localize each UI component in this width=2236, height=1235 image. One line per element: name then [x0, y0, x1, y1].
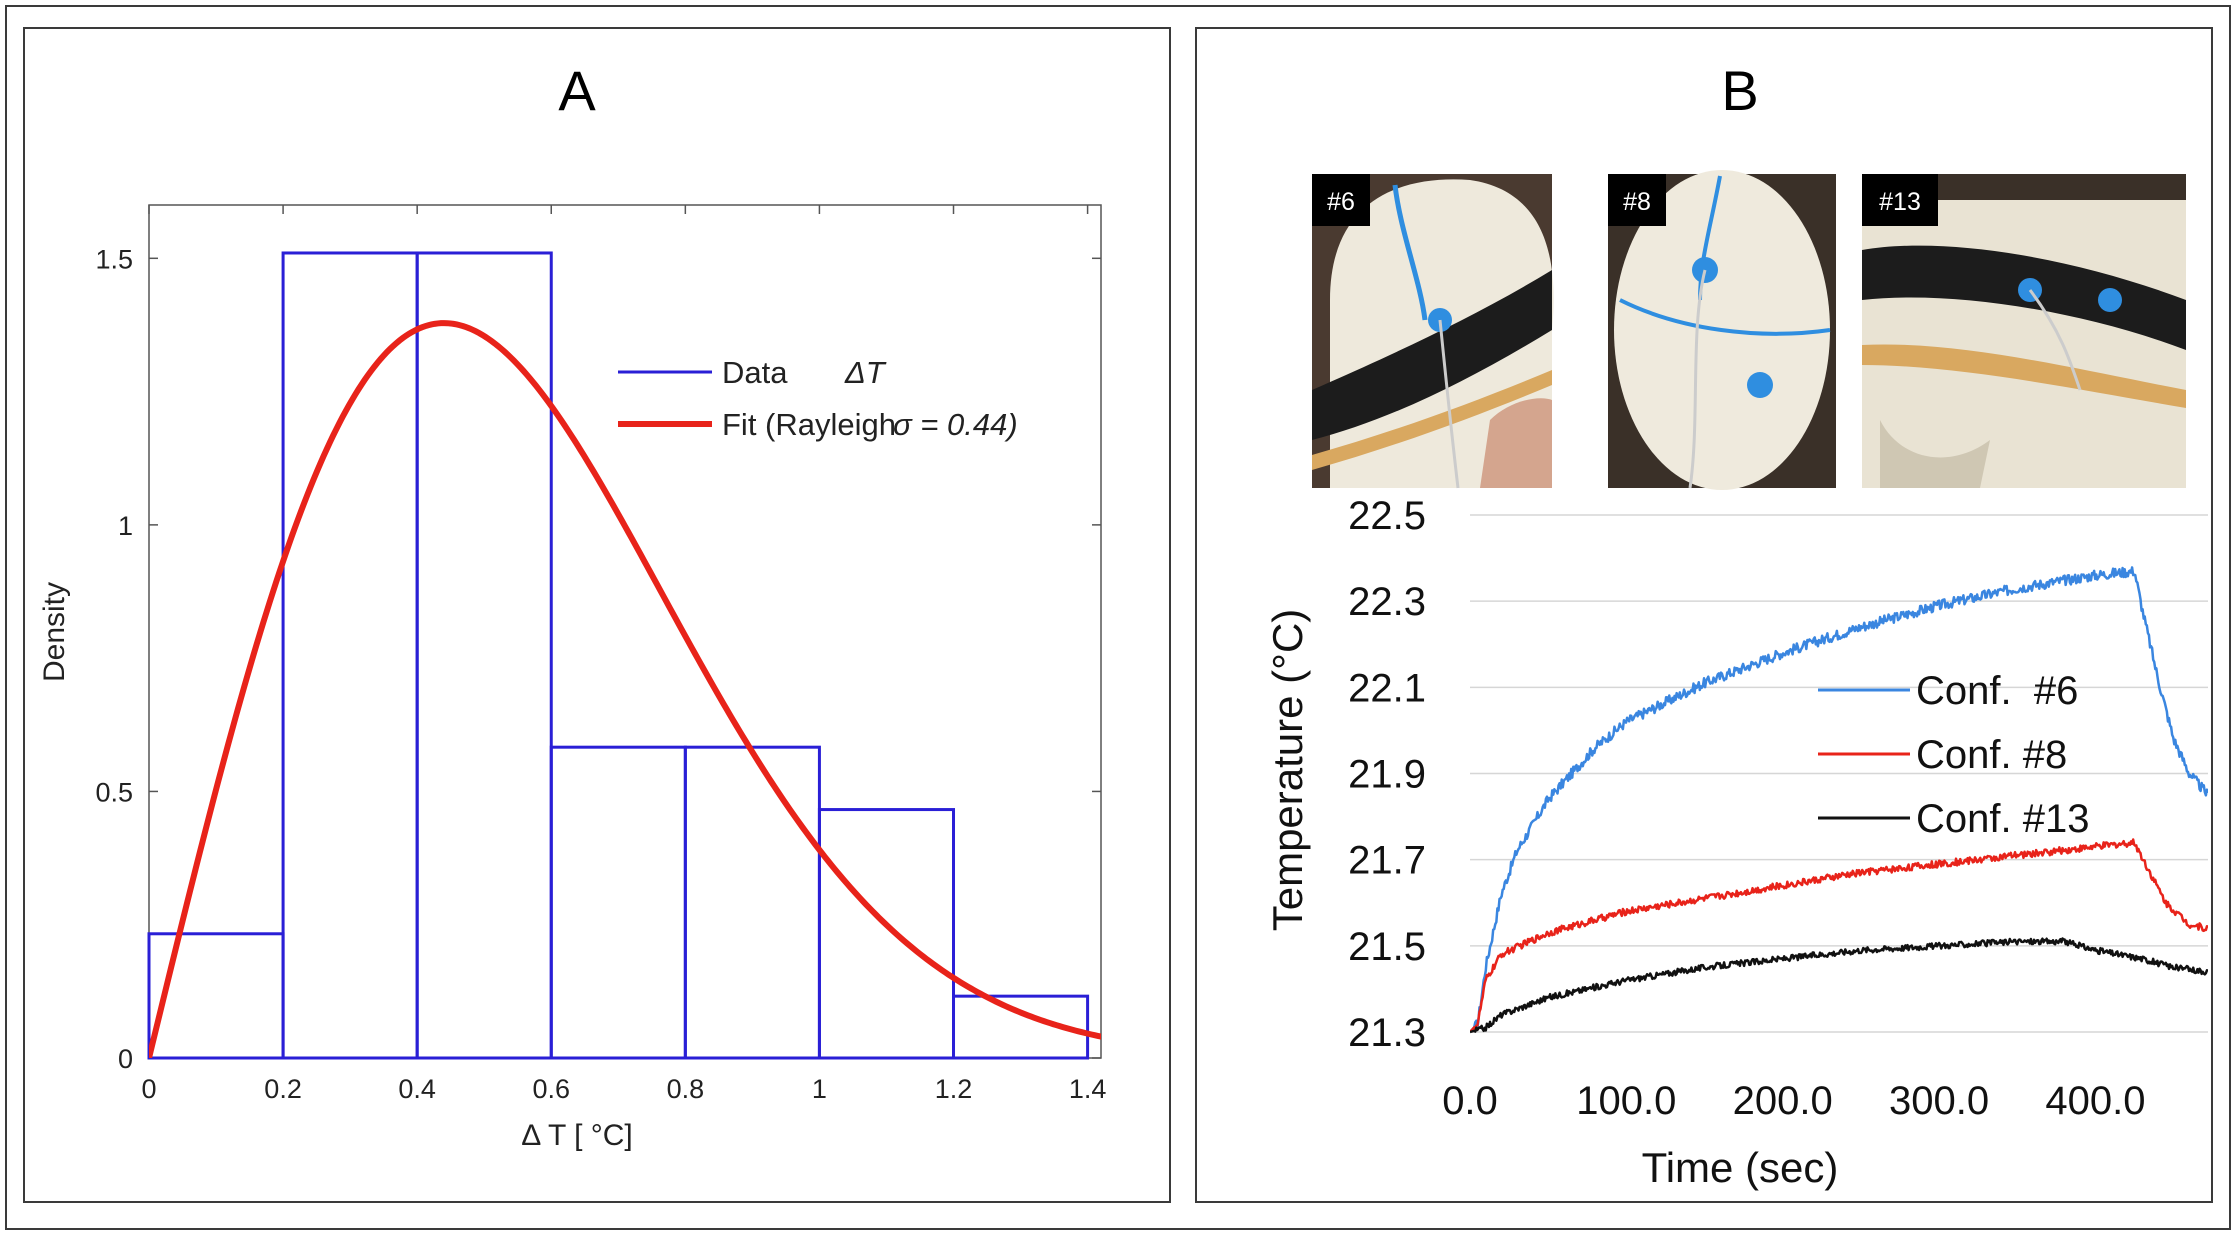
x-tick-label: 0.0: [1442, 1079, 1498, 1123]
photo-label-13: #13: [1879, 188, 1921, 216]
x-tick-label: 100.0: [1576, 1079, 1676, 1123]
panel-b: B #6 #8: [1195, 27, 2213, 1203]
panel-b-y-tick-labels: 21.3 21.5 21.7 21.9 22.1 22.3 22.5: [1348, 494, 1426, 1055]
x-tick-label: 0.6: [532, 1074, 570, 1104]
y-tick-label: 0: [118, 1044, 133, 1074]
x-tick-label: 400.0: [2045, 1079, 2145, 1123]
x-tick-label: 0.8: [667, 1074, 705, 1104]
series-line-conf-6: [1470, 566, 2208, 1033]
panel-a-y-tick-labels: 0 0.5 1 1.5: [95, 244, 133, 1074]
series-line-conf-8: [1470, 838, 2208, 1033]
legend-conf-13-label: Conf. #13: [1916, 797, 2089, 841]
x-tick-label: 200.0: [1733, 1079, 1833, 1123]
legend-data-symbol: ΔT: [844, 355, 887, 390]
panel-b-gridlines: [1470, 514, 2208, 1033]
panel-a-frame: [23, 27, 1171, 1203]
x-tick-label: 1: [812, 1074, 827, 1104]
panel-b-title: B: [1721, 59, 1758, 122]
y-tick-label: 22.3: [1348, 580, 1426, 624]
y-tick-label: 22.5: [1348, 494, 1426, 538]
panel-a-bars: [147, 251, 1090, 1060]
y-tick-label: 21.5: [1348, 925, 1426, 969]
x-tick-label: 0.2: [264, 1074, 302, 1104]
x-tick-label: 1.4: [1069, 1074, 1107, 1104]
panel-a-title: A: [558, 59, 596, 122]
series-line-conf-13: [1470, 937, 2208, 1034]
histogram-bar: [415, 251, 553, 1060]
legend-conf-6-label: Conf. #6: [1916, 669, 2078, 713]
x-tick-label: 0.4: [398, 1074, 436, 1104]
panel-b-x-tick-labels: 0.0 100.0 200.0 300.0 400.0: [1442, 1079, 2145, 1123]
photo-label-8: #8: [1623, 188, 1651, 216]
y-tick-label: 21.3: [1348, 1011, 1426, 1055]
x-tick-label: 1.2: [935, 1074, 973, 1104]
y-tick-label: 0.5: [95, 777, 133, 807]
hand-shape: [1480, 398, 1552, 488]
headband-strap: [1312, 270, 1552, 440]
x-tick-label: 0: [141, 1074, 156, 1104]
histogram-bar: [817, 808, 956, 1060]
panel-a-x-label: Δ T [ °C]: [521, 1119, 633, 1152]
y-tick-label: 1.5: [95, 244, 133, 274]
photo-label-6: #6: [1327, 188, 1355, 216]
panel-b-y-label: Temperature (°C): [1264, 609, 1311, 932]
y-tick-label: 1: [118, 511, 133, 541]
x-tick-label: 300.0: [1889, 1079, 1989, 1123]
y-tick-label: 21.7: [1348, 839, 1426, 883]
photo-conf-13: #13: [1862, 174, 2186, 488]
panel-a-legend: Data ΔT Fit (Rayleigh σ = 0.44): [618, 355, 1018, 442]
rayleigh-fit-line: [149, 320, 1101, 1058]
histogram-bar: [952, 994, 1090, 1060]
panel-b-legend: Conf. #6 Conf. #8 Conf. #13: [1818, 669, 2089, 841]
legend-conf-8-label: Conf. #8: [1916, 733, 2067, 777]
legend-data-label: Data: [722, 355, 788, 390]
panel-a: A 0 0.2 0.4 0.6 0.8 1 1.2 1.4 0 0.5 1 1.5 Δ T [ °C…: [23, 27, 1171, 1203]
legend-fit-symbol: σ = 0.44): [893, 407, 1018, 442]
panel-b-x-label: Time (sec): [1642, 1144, 1839, 1191]
photo-conf-6: #6: [1312, 174, 1554, 489]
legend-fit-label: Fit (Rayleigh: [722, 407, 896, 442]
panel-a-y-label: Density: [38, 582, 71, 682]
panel-a-x-tick-labels: 0 0.2 0.4 0.6 0.8 1 1.2 1.4: [141, 1074, 1106, 1104]
y-tick-label: 21.9: [1348, 753, 1426, 797]
skull-phantom-shape: [1862, 200, 2186, 488]
y-tick-label: 22.1: [1348, 666, 1426, 710]
photo-conf-8: #8: [1608, 170, 1836, 490]
